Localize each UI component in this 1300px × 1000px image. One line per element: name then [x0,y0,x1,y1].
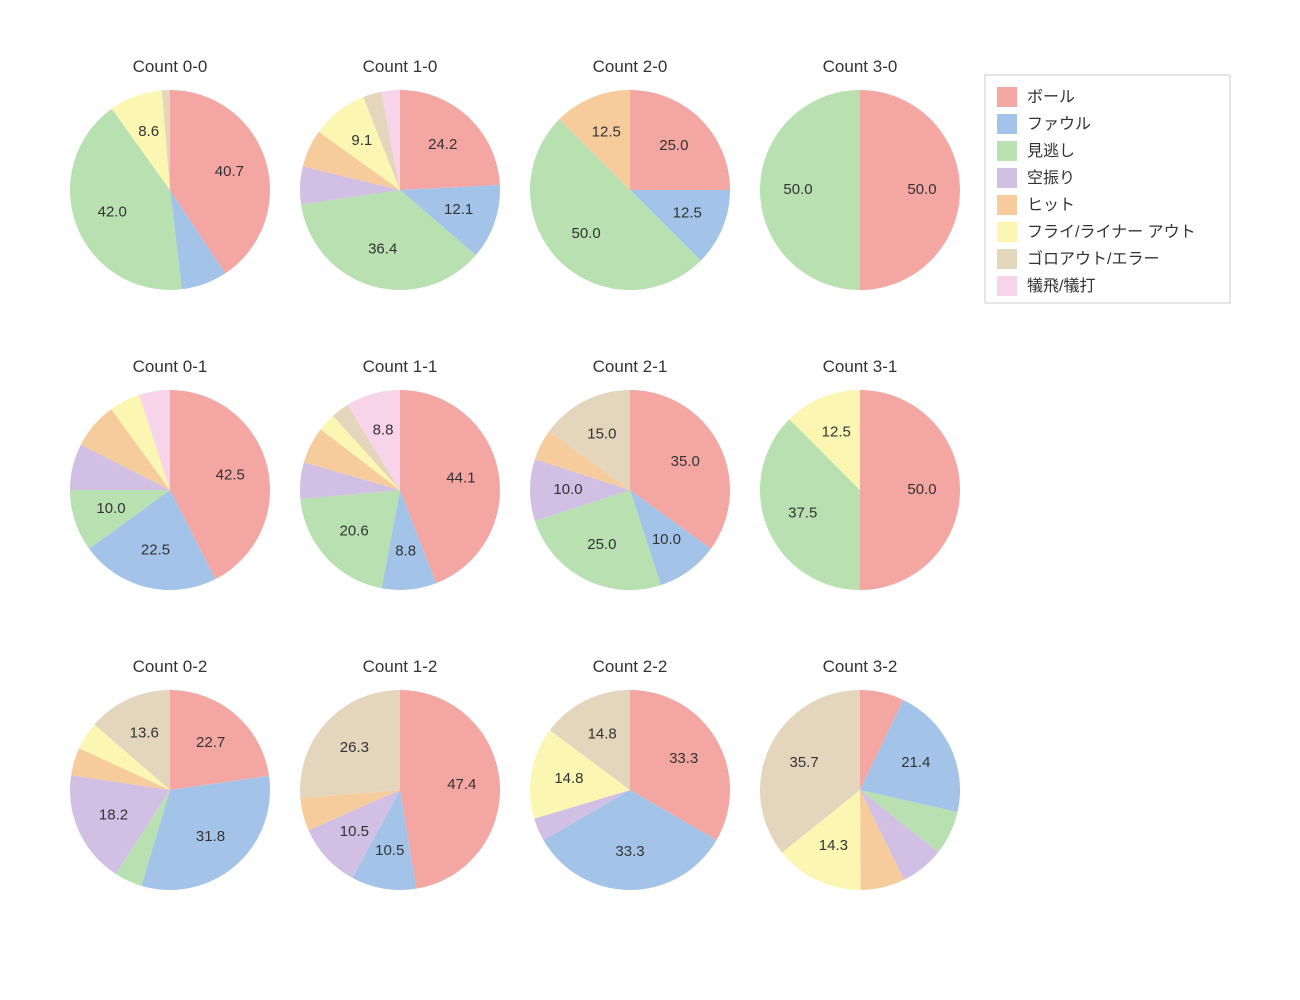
legend-label: ボール [1027,88,1075,106]
pie-title: Count 1-2 [363,657,438,676]
legend-label: 見逃し [1027,142,1075,160]
pie-slice-label: 40.7 [215,163,244,180]
pie-slice-label: 20.6 [340,523,369,540]
pie-title: Count 1-1 [363,357,438,376]
legend-label: 空振り [1027,169,1075,187]
legend-swatch [997,195,1017,215]
pie-slice-label: 50.0 [907,481,936,498]
legend-swatch [997,276,1017,296]
legend-label: フライ/ライナー アウト [1027,223,1196,241]
pie-slice-label: 33.3 [615,843,644,860]
legend-swatch [997,141,1017,161]
pie-slice-label: 10.0 [96,500,125,517]
pie-chart: Count 2-1 35.0 10.0 25.0 10.0 15.0 [530,357,730,590]
pie-title: Count 2-1 [593,357,668,376]
pie-chart: Count 1-2 47.4 10.5 10.5 26.3 [300,657,500,890]
pie-slice-label: 10.5 [375,842,404,859]
pie-slice-label: 8.6 [138,123,159,140]
pie-title: Count 3-1 [823,357,898,376]
legend-label: ファウル [1027,115,1091,133]
pie-slice-label: 24.2 [428,136,457,153]
pie-title: Count 3-2 [823,657,898,676]
pie-title: Count 0-1 [133,357,208,376]
pie-slice-label: 10.5 [340,823,369,840]
pie-title: Count 2-2 [593,657,668,676]
pie-slice-label: 50.0 [572,225,601,242]
pie-chart: Count 2-0 25.0 12.5 50.0 12.5 [530,57,730,290]
legend-swatch [997,114,1017,134]
pie-slice-label: 14.3 [819,837,848,854]
legend-swatch [997,87,1017,107]
pie-slice-label: 14.8 [554,770,583,787]
pie-chart: Count 0-0 40.7 42.0 8.6 [70,57,270,290]
pie-chart: Count 3-2 21.4 14.3 35.7 [760,657,960,890]
legend-label: ヒット [1027,197,1075,214]
legend-frame [985,75,1230,303]
legend-swatch [997,249,1017,269]
pie-slice-label: 25.0 [659,137,688,154]
pie-slice-label: 14.8 [588,726,617,743]
legend: ボールファウル見逃し空振りヒットフライ/ライナー アウトゴロアウト/エラー犠飛/… [985,75,1230,303]
pie-slice-label: 50.0 [907,181,936,198]
pie-slice-label: 44.1 [446,470,475,487]
legend-swatch [997,168,1017,188]
pie-chart: Count 3-0 50.0 50.0 [760,57,960,290]
pie-slice-label: 35.0 [671,453,700,470]
pie-slice-label: 12.1 [444,201,473,218]
pie-title: Count 1-0 [363,57,438,76]
pie-chart: Count 1-1 44.1 8.8 20.6 8.8 [300,357,500,590]
pie-slice-label: 33.3 [669,750,698,767]
pie-slice-label: 12.5 [822,424,851,441]
pie-chart: Count 1-0 24.2 12.1 36.4 9.1 [300,57,500,290]
pie-slice-label: 31.8 [196,828,225,845]
pie-title: Count 0-0 [133,57,208,76]
pie-slice-label: 22.5 [141,541,170,558]
pie-slice-label: 18.2 [99,807,128,824]
pie-chart: Count 0-1 42.5 22.5 10.0 [70,357,270,590]
pie-slice-label: 47.4 [447,776,476,793]
pie-slice-label: 22.7 [196,734,225,751]
pie-slice-label: 15.0 [587,426,616,443]
pie-slice-label: 10.0 [553,481,582,498]
pie-slice-label: 37.5 [788,505,817,522]
pie-title: Count 2-0 [593,57,668,76]
pie-slice-label: 42.0 [98,203,127,220]
pie-chart: Count 2-2 33.3 33.3 14.8 14.8 [530,657,730,890]
pie-slice-label: 26.3 [340,739,369,756]
pie-slice-label: 36.4 [368,241,397,258]
pie-slice-label: 21.4 [901,754,930,771]
pie-chart: Count 0-2 22.7 31.8 18.2 13.6 [70,657,270,890]
pie-chart: Count 3-1 50.0 37.5 12.5 [760,357,960,590]
chart-grid: Count 0-0 40.7 42.0 8.6 Count 1-0 24.2 12.1 36.… [0,0,1300,1000]
pie-slice-label: 35.7 [789,754,818,771]
pie-slice-label: 8.8 [395,543,416,560]
pie-slice-label: 10.0 [652,531,681,548]
pie-slice-label: 8.8 [373,421,394,438]
pie-slice-label: 13.6 [130,725,159,742]
legend-swatch [997,222,1017,242]
legend-label: ゴロアウト/エラー [1027,249,1159,268]
pie-slice-label: 12.5 [673,205,702,222]
pie-slice-label: 42.5 [216,466,245,483]
pie-slice-label: 12.5 [592,124,621,141]
pie-title: Count 3-0 [823,57,898,76]
pie-slice-label: 9.1 [351,132,372,149]
pie-title: Count 0-2 [133,657,208,676]
svg-canvas: Count 0-0 40.7 42.0 8.6 Count 1-0 24.2 12.1 36.… [0,0,1300,1000]
pie-slice-label: 25.0 [587,536,616,553]
legend-label: 犠飛/犠打 [1027,277,1095,295]
pie-slice-label: 50.0 [783,181,812,198]
